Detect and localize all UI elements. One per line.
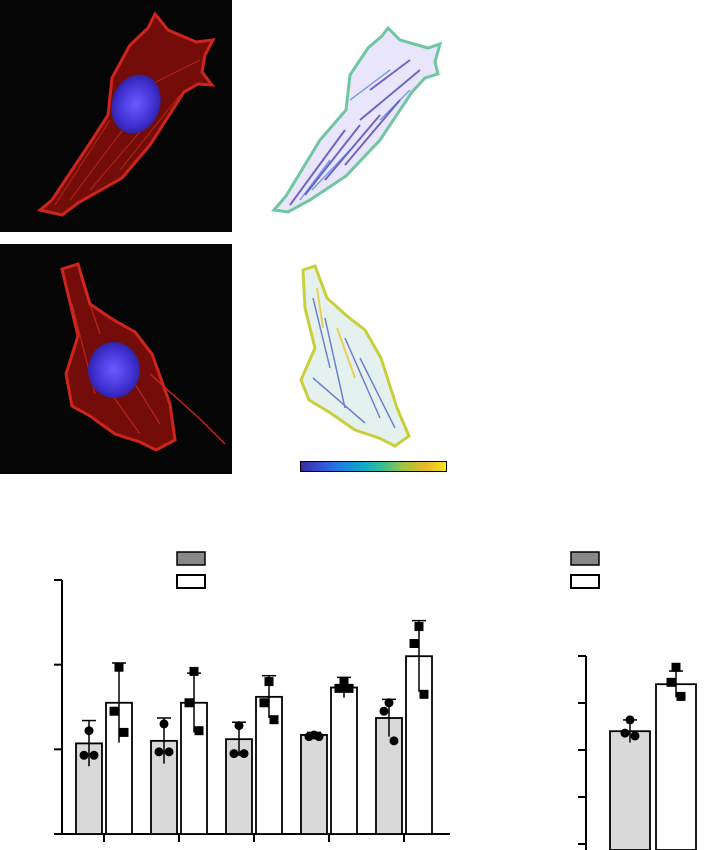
data-point [666, 677, 676, 687]
data-point [239, 749, 249, 759]
data-point [620, 728, 630, 738]
legend-swatch [176, 574, 206, 589]
legend-swatch [570, 574, 600, 589]
data-point [334, 683, 344, 693]
orientation-map-1 [250, 0, 470, 232]
data-point [84, 726, 94, 736]
data-point [269, 715, 279, 725]
data-point [189, 666, 199, 676]
data-point [389, 736, 399, 746]
data-point [304, 732, 314, 742]
bar [655, 683, 697, 850]
data-point [259, 698, 269, 708]
data-point [414, 622, 424, 632]
bar [609, 730, 651, 850]
legend-swatch [176, 551, 206, 566]
data-point [234, 721, 244, 731]
data-point [109, 706, 119, 716]
data-point [159, 719, 169, 729]
data-point [671, 662, 681, 672]
nucleus [88, 342, 140, 398]
data-point [119, 727, 129, 737]
data-point [419, 689, 429, 699]
data-point [89, 750, 99, 760]
data-point [339, 677, 349, 687]
bar [75, 742, 103, 835]
nucleus [111, 74, 161, 134]
data-point [194, 726, 204, 736]
data-point [154, 747, 164, 757]
fluorescence-image-2 [0, 244, 232, 474]
data-point [625, 715, 635, 725]
summary-bar-chart [560, 540, 718, 850]
grouped-bar-chart [0, 540, 460, 850]
data-point [264, 677, 274, 687]
data-point [676, 691, 686, 701]
data-point [630, 731, 640, 741]
data-point [409, 639, 419, 648]
data-point [114, 662, 124, 672]
bar [330, 686, 358, 835]
data-point [314, 732, 324, 742]
data-point [379, 706, 389, 716]
orientation-map-2 [285, 258, 435, 453]
data-point [79, 750, 89, 760]
bar [300, 734, 328, 835]
orientation-colorbar [300, 461, 447, 472]
legend-swatch [570, 551, 600, 566]
fluorescence-image-1 [0, 0, 232, 232]
data-point [384, 698, 394, 708]
bar [180, 701, 208, 835]
data-point [229, 749, 239, 759]
data-point [184, 698, 194, 708]
data-point [344, 683, 354, 693]
data-point [164, 747, 174, 757]
